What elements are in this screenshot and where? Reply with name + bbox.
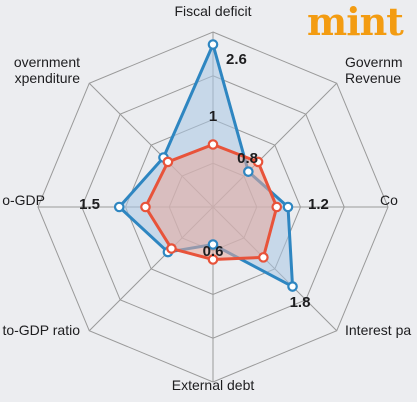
data-label-2: 0.8 bbox=[237, 150, 258, 167]
series-0-point-6 bbox=[113, 201, 125, 213]
series-1-point-5 bbox=[166, 243, 177, 254]
axis-label-2: Co bbox=[380, 192, 398, 208]
data-label-6: 1.5 bbox=[79, 196, 100, 213]
series-1-point-2 bbox=[271, 201, 283, 213]
series-0-point-4 bbox=[207, 239, 219, 250]
mint-logo: mint bbox=[307, 0, 404, 44]
series-0-point-1 bbox=[243, 166, 254, 177]
axis-label-0: Fiscal deficit bbox=[174, 3, 251, 19]
data-label-1: 1 bbox=[209, 108, 217, 125]
axis-label-3: Interest pa bbox=[345, 322, 411, 338]
data-label-0: 2.6 bbox=[226, 51, 247, 68]
series-layer bbox=[113, 39, 298, 292]
axis-label-6: o-GDP bbox=[2, 192, 45, 208]
series-1-point-6 bbox=[140, 201, 151, 213]
data-label-3: 1.2 bbox=[308, 196, 329, 213]
series-0-point-3 bbox=[287, 281, 298, 292]
data-label-5: 0.6 bbox=[203, 243, 224, 260]
series-1-point-1 bbox=[252, 156, 264, 168]
series-1-point-4 bbox=[207, 254, 219, 265]
axis-label-7: overnment xpenditure bbox=[14, 54, 80, 86]
series-0-point-0 bbox=[207, 39, 219, 50]
series-1-point-3 bbox=[258, 252, 269, 263]
data-label-4: 1.8 bbox=[290, 294, 311, 311]
labels-layer: Fiscal deficit Governm Revenue Co Interest p… bbox=[2, 3, 411, 393]
series-1-point-0 bbox=[207, 139, 219, 150]
series-0-point-2 bbox=[282, 201, 294, 213]
axis-label-1: Governm Revenue bbox=[345, 54, 403, 86]
series-1-point-7 bbox=[162, 156, 174, 168]
axis-label-4: External debt bbox=[172, 377, 255, 393]
axis-label-5: to-GDP ratio bbox=[2, 322, 80, 338]
